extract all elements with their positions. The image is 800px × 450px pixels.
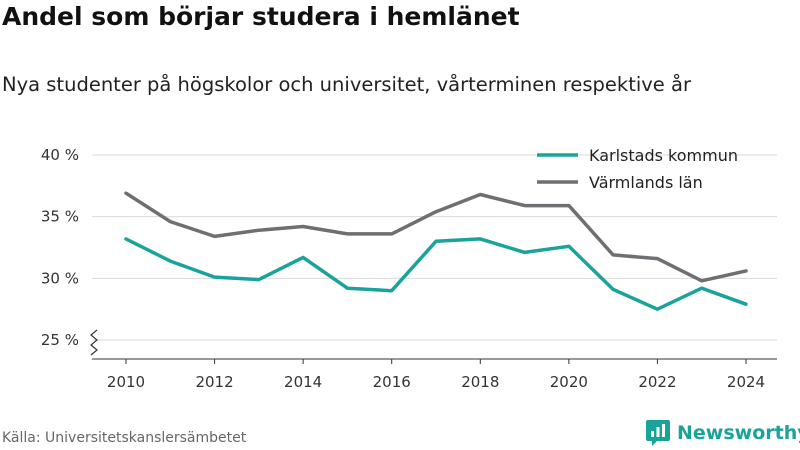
series-line-karlstads-kommun xyxy=(124,237,748,311)
brand-name: Newsworthy xyxy=(677,422,800,444)
x-tick-label-2012: 2012 xyxy=(195,373,233,391)
x-tick-label-2022: 2022 xyxy=(638,373,676,391)
x-axis-labels: 2010 2012 2014 2016 2018 2020 2022 2024 xyxy=(107,373,765,391)
x-tick-label-2018: 2018 xyxy=(461,373,499,391)
y-axis-break-icon xyxy=(90,329,98,356)
x-tick-label-2010: 2010 xyxy=(107,373,145,391)
x-tick-label-2016: 2016 xyxy=(373,373,411,391)
legend: Karlstads kommun Värmlands län xyxy=(537,146,738,192)
chart-title: Andel som börjar studera i hemlänet xyxy=(2,2,520,31)
x-tick-label-2020: 2020 xyxy=(550,373,588,391)
x-axis xyxy=(92,358,777,364)
series-line-värmlands-län xyxy=(124,191,748,283)
y-tick-label-25: 25 % xyxy=(41,331,79,349)
x-tick-label-2014: 2014 xyxy=(284,373,322,391)
series-lines xyxy=(124,191,748,311)
y-tick-label-30: 30 % xyxy=(41,269,79,287)
line-chart: 25 % 30 % 35 % 40 % 2010 2012 2014 2016 2018 202… xyxy=(41,146,777,391)
newsworthy-logo-icon xyxy=(646,420,670,446)
y-tick-label-35: 35 % xyxy=(41,208,79,226)
y-tick-label-40: 40 % xyxy=(41,146,79,164)
x-tick-label-2024: 2024 xyxy=(727,373,765,391)
chart-subtitle: Nya studenter på högskolor och universit… xyxy=(2,73,691,96)
legend-label-värmlands-län: Värmlands län xyxy=(589,173,703,192)
source-note: Källa: Universitetskanslersämbetet xyxy=(2,430,247,446)
gridlines xyxy=(90,154,777,356)
brand-logo: Newsworthy xyxy=(645,419,800,447)
y-axis-labels: 25 % 30 % 35 % 40 % xyxy=(41,146,79,349)
legend-label-karlstads-kommun: Karlstads kommun xyxy=(589,146,738,165)
